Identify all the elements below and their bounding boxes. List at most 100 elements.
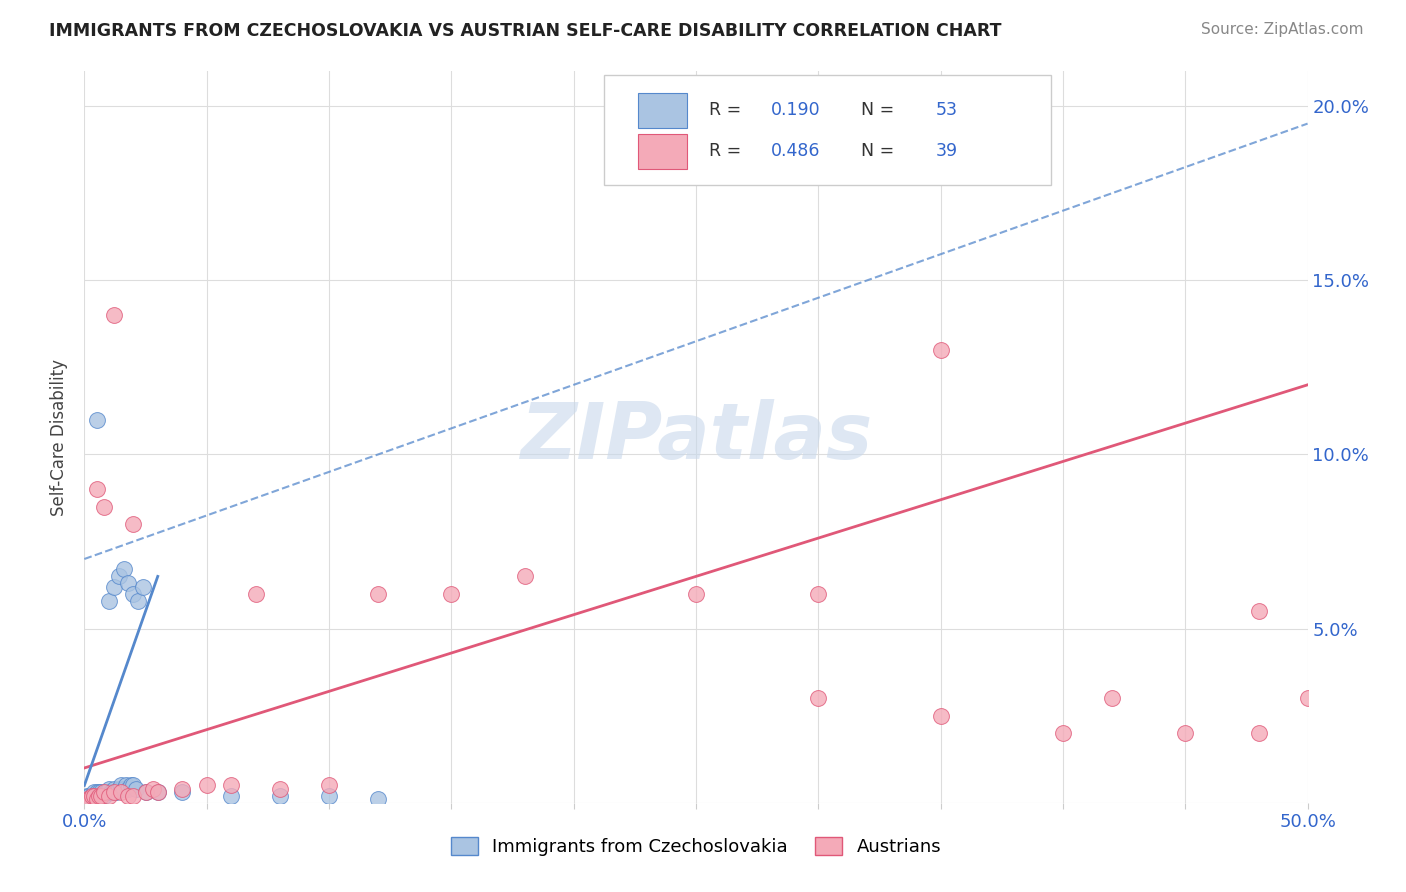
Point: [87, 785, 110, 799]
Point: [929, 708, 952, 723]
Text: Source: ZipAtlas.com: Source: ZipAtlas.com: [1201, 22, 1364, 37]
Point: [367, 587, 389, 601]
Point: [135, 785, 157, 799]
Y-axis label: Self-Care Disability: Self-Care Disability: [51, 359, 69, 516]
Point: [103, 785, 125, 799]
Point: [929, 343, 952, 357]
Point: [122, 778, 145, 792]
Point: [1101, 691, 1123, 706]
Point: [172, 785, 194, 799]
Point: [142, 781, 165, 796]
Point: [122, 587, 145, 601]
Point: [513, 569, 536, 583]
Point: [103, 580, 125, 594]
Point: [110, 778, 132, 792]
Point: [807, 587, 830, 601]
Point: [87, 789, 110, 803]
Point: [1247, 604, 1270, 618]
Point: [73, 792, 96, 806]
Point: [146, 785, 169, 799]
Text: 0.486: 0.486: [770, 142, 820, 160]
Text: R =: R =: [710, 142, 747, 160]
Point: [117, 781, 139, 796]
Point: [77, 789, 100, 803]
Point: [1247, 726, 1270, 740]
Point: [245, 587, 267, 601]
Point: [76, 789, 98, 803]
Point: [87, 789, 110, 803]
Point: [685, 587, 707, 601]
Point: [100, 785, 122, 799]
Point: [97, 789, 120, 803]
Point: [318, 789, 340, 803]
Point: [110, 781, 132, 796]
Point: [195, 778, 218, 792]
Point: [122, 789, 145, 803]
Text: N =: N =: [851, 142, 900, 160]
Point: [318, 778, 340, 792]
Point: [219, 789, 242, 803]
Point: [97, 785, 120, 799]
Point: [83, 785, 105, 799]
FancyBboxPatch shape: [638, 93, 688, 128]
Point: [77, 792, 100, 806]
Point: [127, 594, 149, 608]
Point: [83, 789, 105, 803]
Point: [110, 785, 132, 799]
Text: 0.190: 0.190: [770, 101, 820, 120]
Point: [115, 778, 138, 792]
Point: [269, 781, 291, 796]
Point: [97, 781, 120, 796]
Point: [86, 483, 108, 497]
Point: [93, 500, 115, 514]
Point: [146, 785, 169, 799]
Point: [1052, 726, 1074, 740]
Text: IMMIGRANTS FROM CZECHOSLOVAKIA VS AUSTRIAN SELF-CARE DISABILITY CORRELATION CHAR: IMMIGRANTS FROM CZECHOSLOVAKIA VS AUSTRI…: [49, 22, 1001, 40]
Point: [1296, 691, 1319, 706]
Point: [86, 789, 108, 803]
Point: [1174, 726, 1197, 740]
Point: [135, 785, 157, 799]
Point: [93, 789, 115, 803]
FancyBboxPatch shape: [638, 134, 688, 169]
Point: [77, 792, 100, 806]
Point: [120, 778, 142, 792]
Point: [125, 781, 148, 796]
Point: [76, 792, 98, 806]
Point: [367, 792, 389, 806]
Point: [172, 781, 194, 796]
Point: [80, 792, 103, 806]
Point: [105, 785, 128, 799]
Point: [440, 587, 463, 601]
FancyBboxPatch shape: [605, 75, 1050, 185]
Point: [112, 781, 135, 796]
Point: [86, 785, 108, 799]
Point: [103, 308, 125, 322]
Point: [117, 789, 139, 803]
Point: [122, 517, 145, 532]
Point: [93, 785, 115, 799]
Point: [90, 785, 112, 799]
Point: [80, 789, 103, 803]
Point: [103, 781, 125, 796]
Point: [107, 569, 129, 583]
Text: R =: R =: [710, 101, 747, 120]
Point: [80, 789, 103, 803]
Point: [103, 785, 125, 799]
Point: [107, 781, 129, 796]
Point: [76, 792, 98, 806]
Text: 39: 39: [936, 142, 957, 160]
Point: [807, 691, 830, 706]
Point: [117, 576, 139, 591]
Text: ZIPatlas: ZIPatlas: [520, 399, 872, 475]
Point: [269, 789, 291, 803]
Point: [86, 792, 108, 806]
Text: 53: 53: [936, 101, 957, 120]
Point: [219, 778, 242, 792]
Point: [83, 789, 105, 803]
Point: [96, 785, 118, 799]
Point: [132, 580, 155, 594]
Point: [97, 594, 120, 608]
Point: [90, 789, 112, 803]
Point: [112, 562, 135, 576]
